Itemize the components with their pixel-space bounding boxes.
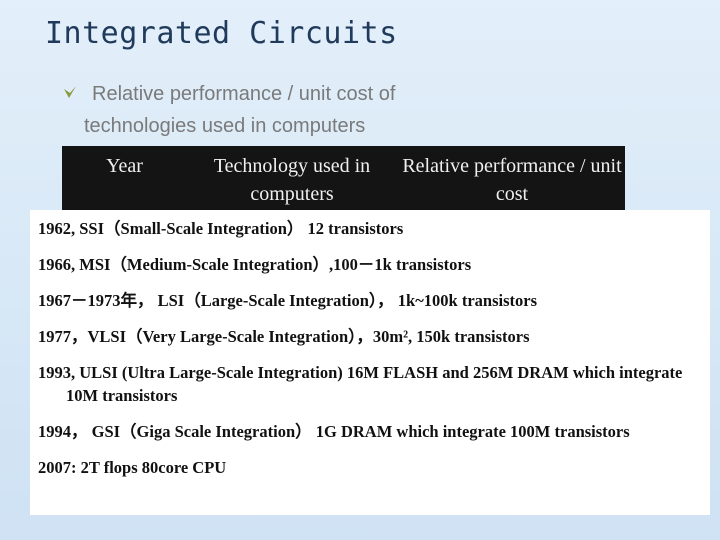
header-cell: Year bbox=[106, 155, 143, 177]
text-box: 1962, SSI（Small-Scale Integration） 12 tr… bbox=[30, 210, 710, 515]
table-header: Year Technology used in computers Relati… bbox=[62, 146, 625, 210]
text-line: 1966, MSI（Medium-Scale Integration）,100－… bbox=[38, 255, 472, 274]
bullet-text: Relative performance / unit cost of tech… bbox=[84, 83, 396, 137]
text-line: 1994， GSI（Giga Scale Integration） 1G DRA… bbox=[38, 422, 630, 441]
header-cell: Relative performance / unit cost bbox=[402, 155, 622, 205]
text-line: 1967－1973年， LSI（Large-Scale Integration）… bbox=[38, 291, 537, 310]
header-cell: Technology used in computers bbox=[213, 155, 371, 205]
slide-title: Integrated Circuits bbox=[45, 16, 398, 51]
text-line: 2007: 2T flops 80core CPU bbox=[38, 458, 227, 477]
bullet-shape bbox=[64, 86, 76, 98]
bullet-icon bbox=[64, 86, 76, 98]
text-line: 1993, ULSI (Ultra Large-Scale Integratio… bbox=[38, 363, 683, 405]
text-line: 1962, SSI（Small-Scale Integration） 12 tr… bbox=[38, 219, 404, 238]
text-line: 1977，VLSI（Very Large-Scale Integration），… bbox=[38, 327, 530, 346]
